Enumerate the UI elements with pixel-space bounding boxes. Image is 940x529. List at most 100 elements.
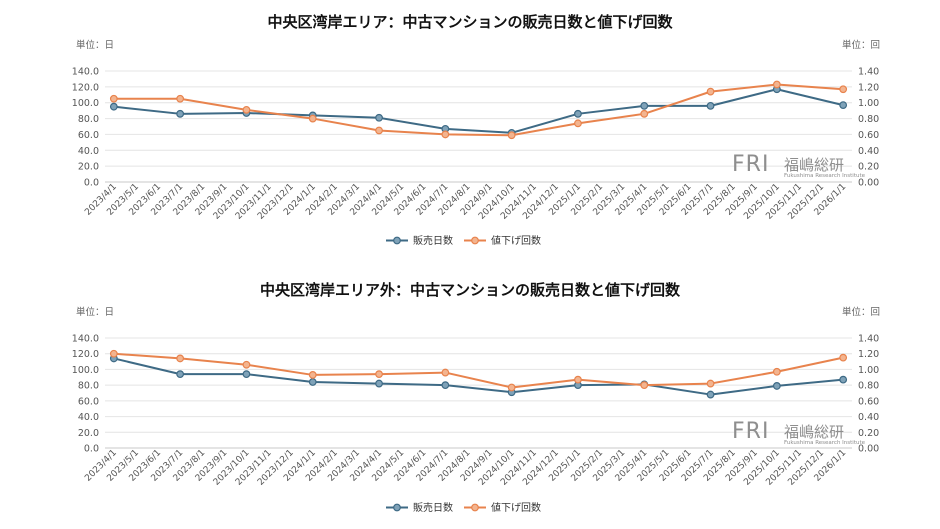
- x-tick-labels: 2023/4/12023/5/12023/6/12023/7/12023/8/1…: [83, 182, 848, 222]
- chart-non-wangan: 中央区湾岸エリア外：中古マンションの販売日数と値下げ回数 単位：日 単位：回 0…: [72, 281, 880, 514]
- y-right-ticks: 0.00 0.20 0.40 0.60 0.80 1.00 1.20 1.40: [858, 334, 879, 455]
- logo-name: 福嶋総研: [784, 423, 844, 441]
- series-line-reductions: [113, 352, 844, 389]
- data-point: [839, 101, 848, 109]
- y-right-unit: 単位：回: [842, 39, 880, 51]
- y-left-tick-label: 20.0: [78, 162, 99, 173]
- y-right-tick-label: 0.00: [858, 444, 879, 455]
- data-point: [441, 381, 450, 390]
- data-point: [839, 353, 848, 362]
- y-right-unit: 単位：回: [842, 306, 880, 318]
- legend-label: 値下げ回数: [491, 501, 541, 514]
- y-left-tick-label: 20.0: [78, 428, 99, 439]
- data-point: [375, 113, 383, 122]
- y-left-tick-label: 100.0: [72, 98, 99, 109]
- y-right-tick-label: 0.80: [858, 381, 879, 392]
- data-point: [772, 367, 781, 376]
- y-right-ticks: 0.00 0.20 0.40 0.60 0.80 1.00 1.20 1.40: [858, 67, 879, 189]
- data-point: [176, 109, 185, 118]
- data-point: [242, 370, 251, 379]
- y-right-tick-label: 1.40: [858, 334, 879, 345]
- y-right-tick-label: 1.20: [858, 349, 879, 360]
- chart-wangan: 中央区湾岸エリア：中古マンションの販売日数と値下げ回数 単位：日 単位：回 0.…: [72, 13, 880, 247]
- series-line-days: [113, 357, 844, 396]
- data-point: [176, 354, 185, 363]
- y-left-tick-label: 140.0: [72, 334, 99, 345]
- y-right-tick-label: 0.00: [858, 178, 879, 189]
- legend-label: 販売日数: [413, 234, 453, 247]
- data-point: [308, 371, 317, 379]
- legend: 販売日数 値下げ回数: [386, 234, 541, 247]
- data-point: [574, 375, 582, 384]
- y-left-tick-label: 40.0: [78, 146, 99, 157]
- legend-item: 値下げ回数: [464, 501, 541, 514]
- series-line-days: [113, 88, 844, 134]
- data-point: [308, 114, 317, 123]
- data-point: [640, 101, 649, 110]
- legend-label: 値下げ回数: [491, 234, 541, 247]
- data-point: [507, 131, 516, 140]
- logo-mark: FRI: [732, 419, 769, 444]
- chart-title: 中央区湾岸エリア外：中古マンションの販売日数と値下げ回数: [260, 281, 681, 299]
- data-point: [574, 109, 582, 118]
- data-point: [176, 94, 185, 103]
- legend: 販売日数 値下げ回数: [386, 501, 541, 514]
- y-left-tick-label: 120.0: [72, 349, 99, 360]
- y-left-tick-label: 60.0: [78, 396, 99, 407]
- y-right-tick-label: 0.20: [858, 162, 879, 173]
- data-point: [441, 130, 450, 139]
- data-point: [109, 349, 118, 358]
- legend-item: 値下げ回数: [464, 234, 541, 247]
- logo-name: 福嶋総研: [784, 156, 844, 174]
- series-group: [109, 349, 848, 399]
- y-right-tick-label: 1.00: [858, 98, 879, 109]
- data-point: [640, 109, 649, 118]
- legend-item: 販売日数: [386, 501, 453, 514]
- data-point: [375, 379, 383, 388]
- data-point: [176, 370, 185, 379]
- data-point: [109, 94, 118, 103]
- legend-swatch-marker: [471, 503, 479, 512]
- data-point: [772, 80, 781, 89]
- data-point: [706, 379, 715, 388]
- y-left-tick-label: 60.0: [78, 130, 99, 141]
- y-right-tick-label: 1.40: [858, 67, 879, 78]
- y-right-tick-label: 0.60: [858, 130, 879, 141]
- data-point: [706, 101, 715, 110]
- legend-label: 販売日数: [413, 501, 453, 514]
- legend-item: 販売日数: [386, 234, 453, 247]
- y-right-tick-label: 0.20: [858, 428, 879, 439]
- y-left-tick-label: 0.0: [84, 178, 99, 189]
- y-left-ticks: 0.0 20.0 40.0 60.0 80.0 100.0 120.0 140.0: [72, 334, 99, 455]
- data-point: [242, 360, 251, 369]
- data-point: [640, 381, 649, 390]
- data-point: [375, 126, 383, 135]
- logo-subtitle: Fukushima Research Institute: [784, 173, 866, 179]
- y-left-tick-label: 40.0: [78, 412, 99, 423]
- data-point: [839, 85, 848, 94]
- gridlines: [105, 70, 852, 183]
- legend-swatch-marker: [471, 236, 479, 245]
- logo-mark: FRI: [732, 152, 769, 177]
- data-point: [839, 375, 848, 384]
- series-line-reductions: [113, 83, 844, 137]
- y-right-tick-label: 0.40: [858, 146, 879, 157]
- logo-subtitle: Fukushima Research Institute: [784, 440, 866, 446]
- data-point: [706, 87, 715, 96]
- y-left-unit: 単位：日: [76, 39, 114, 51]
- x-tick-labels: 2023/4/12023/5/12023/6/12023/7/12023/8/1…: [83, 448, 848, 488]
- y-right-tick-label: 1.20: [858, 82, 879, 93]
- y-left-tick-label: 80.0: [78, 381, 99, 392]
- data-point: [772, 382, 781, 390]
- data-point: [242, 105, 251, 114]
- gridlines: [105, 337, 852, 449]
- y-left-tick-label: 120.0: [72, 82, 99, 93]
- y-right-tick-label: 0.40: [858, 412, 879, 423]
- data-point: [109, 102, 118, 111]
- y-left-tick-label: 100.0: [72, 365, 99, 376]
- y-left-unit: 単位：日: [76, 306, 114, 318]
- data-point: [706, 390, 715, 399]
